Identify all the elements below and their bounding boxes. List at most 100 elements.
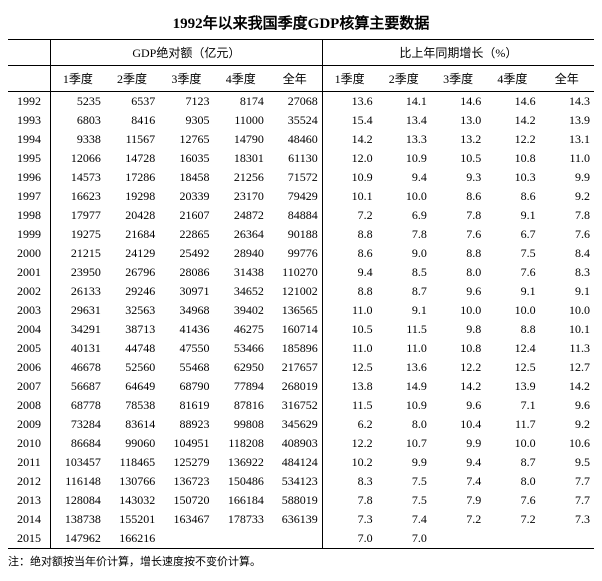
- data-cell: 8174: [214, 92, 268, 112]
- data-cell: 8416: [105, 111, 159, 130]
- data-cell: 7123: [159, 92, 213, 112]
- data-cell: 11.0: [377, 339, 431, 358]
- data-cell: 155201: [105, 510, 159, 529]
- table-row: 20121161481307661367231504865341238.37.5…: [8, 472, 594, 491]
- data-cell: 17286: [105, 168, 159, 187]
- data-cell: 13.9: [485, 377, 539, 396]
- data-cell: 8.8: [431, 244, 485, 263]
- table-row: 20064667852560554686295021765712.513.612…: [8, 358, 594, 377]
- data-cell: 8.8: [485, 320, 539, 339]
- data-cell: 12.0: [322, 149, 376, 168]
- data-cell: 7.6: [540, 225, 594, 244]
- data-cell: 79429: [268, 187, 322, 206]
- data-cell: 11000: [214, 111, 268, 130]
- data-cell: 13.8: [322, 377, 376, 396]
- data-cell: 6537: [105, 92, 159, 112]
- year-cell: 2005: [8, 339, 51, 358]
- data-cell: 61130: [268, 149, 322, 168]
- group-header-absolute: GDP绝对额（亿元）: [51, 40, 323, 66]
- year-cell: 2007: [8, 377, 51, 396]
- data-cell: 34968: [159, 301, 213, 320]
- data-cell: 11.0: [540, 149, 594, 168]
- data-cell: 6.9: [377, 206, 431, 225]
- col-header: 2季度: [377, 66, 431, 92]
- data-cell: 9.4: [322, 263, 376, 282]
- table-row: 20141387381552011634671787336361397.37.4…: [8, 510, 594, 529]
- data-cell: 160714: [268, 320, 322, 339]
- data-cell: 8.4: [540, 244, 594, 263]
- data-cell: 12.2: [322, 434, 376, 453]
- data-cell: 14.1: [377, 92, 431, 112]
- data-cell: 14.2: [431, 377, 485, 396]
- data-cell: 19298: [105, 187, 159, 206]
- data-cell: 30971: [159, 282, 213, 301]
- data-cell: 11.5: [377, 320, 431, 339]
- data-cell: 178733: [214, 510, 268, 529]
- table-row: 199493381156712765147904846014.213.313.2…: [8, 130, 594, 149]
- year-cell: 1995: [8, 149, 51, 168]
- data-cell: 55468: [159, 358, 213, 377]
- data-cell: 7.4: [377, 510, 431, 529]
- footnote: 注：绝对额按当年价计算，增长速度按不变价计算。: [8, 553, 594, 569]
- data-cell: 138738: [51, 510, 105, 529]
- data-cell: 68790: [159, 377, 213, 396]
- col-header: 全年: [540, 66, 594, 92]
- data-cell: 136723: [159, 472, 213, 491]
- data-cell: 10.0: [431, 301, 485, 320]
- data-cell: 8.0: [377, 415, 431, 434]
- data-cell: 14573: [51, 168, 105, 187]
- data-cell: 10.1: [540, 320, 594, 339]
- data-cell: 9.1: [540, 282, 594, 301]
- data-cell: 7.7: [540, 472, 594, 491]
- data-cell: 46678: [51, 358, 105, 377]
- data-cell: 7.2: [322, 206, 376, 225]
- data-cell: 5235: [51, 92, 105, 112]
- data-cell: 16623: [51, 187, 105, 206]
- data-cell: 8.0: [485, 472, 539, 491]
- data-cell: 130766: [105, 472, 159, 491]
- data-cell: 78538: [105, 396, 159, 415]
- data-cell: 10.8: [485, 149, 539, 168]
- data-cell: 26133: [51, 282, 105, 301]
- data-cell: 84884: [268, 206, 322, 225]
- col-header: 3季度: [431, 66, 485, 92]
- data-cell: 7.8: [377, 225, 431, 244]
- data-cell: 7.4: [431, 472, 485, 491]
- data-cell: 14.2: [540, 377, 594, 396]
- data-cell: 24872: [214, 206, 268, 225]
- data-cell: 14.6: [485, 92, 539, 112]
- data-cell: 24129: [105, 244, 159, 263]
- data-cell: 48460: [268, 130, 322, 149]
- data-cell: 10.8: [431, 339, 485, 358]
- data-cell: 116148: [51, 472, 105, 491]
- data-cell: 14.2: [322, 130, 376, 149]
- data-cell: 41436: [159, 320, 213, 339]
- data-cell: 28086: [159, 263, 213, 282]
- data-cell: 21215: [51, 244, 105, 263]
- data-cell: 9.1: [377, 301, 431, 320]
- table-row: 200021215241292549228940997768.69.08.87.…: [8, 244, 594, 263]
- data-cell: 8.3: [540, 263, 594, 282]
- data-cell: 147962: [51, 529, 105, 549]
- data-cell: 14.2: [485, 111, 539, 130]
- data-cell: 25492: [159, 244, 213, 263]
- data-cell: 7.1: [485, 396, 539, 415]
- data-cell: 7.8: [431, 206, 485, 225]
- data-cell: 81619: [159, 396, 213, 415]
- data-cell: 11567: [105, 130, 159, 149]
- year-cell: 1993: [8, 111, 51, 130]
- group-header-growth: 比上年同期增长（%）: [322, 40, 594, 66]
- data-cell: 39402: [214, 301, 268, 320]
- data-cell: 9.9: [431, 434, 485, 453]
- data-cell: 9.6: [431, 396, 485, 415]
- data-cell: [431, 529, 485, 549]
- data-cell: 8.8: [322, 225, 376, 244]
- year-cell: 2015: [8, 529, 51, 549]
- data-cell: 10.9: [377, 396, 431, 415]
- data-cell: 7.6: [431, 225, 485, 244]
- data-cell: 268019: [268, 377, 322, 396]
- table-row: 20032963132563349683940213656511.09.110.…: [8, 301, 594, 320]
- table-row: 1993680384169305110003552415.413.413.014…: [8, 111, 594, 130]
- data-cell: 21256: [214, 168, 268, 187]
- data-cell: 27068: [268, 92, 322, 112]
